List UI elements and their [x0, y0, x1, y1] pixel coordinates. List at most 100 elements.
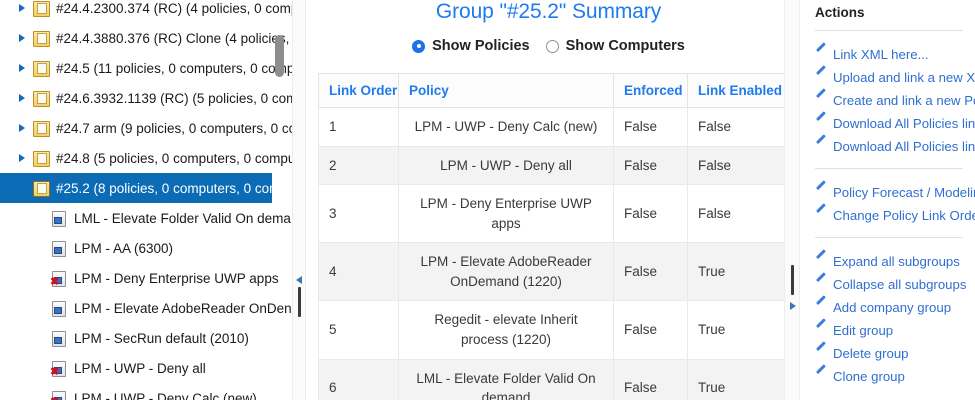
tree-item-label: #24.5 (11 policies, 0 computers, 0 comp — [56, 60, 292, 76]
column-header-link-order[interactable]: Link Order — [318, 73, 399, 108]
chevron-right-icon[interactable] — [14, 150, 30, 166]
actions-divider — [815, 168, 963, 169]
cell-link-order: 5 — [318, 300, 399, 360]
cell-link-order: 3 — [318, 184, 399, 244]
pencil-icon — [815, 302, 826, 313]
table-row[interactable]: 6 LML - Elevate Folder Valid On demand Fal… — [318, 358, 784, 400]
action-link[interactable]: Upload and link a new XML — [815, 66, 975, 89]
tree-group-item[interactable]: #24.4.3880.376 (RC) Clone (4 policies, 0 — [0, 23, 292, 53]
tree-group-item[interactable]: #24.7 arm (9 policies, 0 computers, 0 cc — [0, 113, 292, 143]
radio-show-policies-dot[interactable] — [412, 39, 426, 53]
radio-show-computers-dot[interactable] — [545, 39, 559, 53]
tree-group-item[interactable]: #24.4.2300.374 (RC) (4 policies, 0 comp — [0, 0, 292, 23]
left-splitter-drag-handle[interactable] — [298, 287, 301, 317]
column-header-policy[interactable]: Policy — [398, 73, 614, 108]
tree-policy-item[interactable]: ✖ LPM - UWP - Deny Calc (new) — [0, 383, 292, 400]
cell-policy-name: LPM - UWP - Deny Calc (new) — [398, 107, 614, 147]
action-link-label: Collapse all subgroups — [833, 277, 967, 292]
table-head: Link Order Policy Enforced Link Enabled — [318, 73, 784, 108]
action-link[interactable]: Link XML here... — [815, 43, 975, 66]
group-tree-list: #24.4.2300.374 (RC) (4 policies, 0 comp #… — [0, 0, 292, 400]
chevron-right-icon[interactable] — [14, 90, 30, 106]
pencil-icon — [815, 95, 826, 106]
table-header-row: Link Order Policy Enforced Link Enabled — [318, 73, 784, 108]
chevron-right-icon[interactable] — [14, 120, 30, 136]
action-link[interactable]: Create and link a new Policy — [815, 89, 975, 112]
action-link[interactable]: Clone group — [815, 365, 975, 388]
tree-vertical-scrollbar[interactable] — [275, 0, 284, 400]
radio-show-policies-label: Show Policies — [432, 38, 530, 54]
chevron-right-icon[interactable] — [14, 0, 30, 16]
disabled-x-icon: ✖ — [50, 366, 60, 378]
table-row[interactable]: 2 LPM - UWP - Deny all False False — [318, 145, 784, 186]
policy-document-icon: ✖ — [50, 270, 68, 288]
right-panel-splitter[interactable] — [784, 0, 800, 400]
tree-item-label: #24.4.3880.376 (RC) Clone (4 policies, 0 — [56, 30, 292, 46]
actions-divider — [815, 30, 963, 31]
action-link[interactable]: Edit group — [815, 319, 975, 342]
action-link[interactable]: Collapse all subgroups — [815, 273, 975, 296]
cell-policy-name: LML - Elevate Folder Valid On demand — [398, 358, 614, 400]
action-link[interactable]: Policy Forecast / Modeling — [815, 181, 975, 204]
right-splitter-drag-handle[interactable] — [791, 265, 794, 295]
action-link-label: Upload and link a new XML — [833, 70, 975, 85]
policy-document-icon: ✖ — [50, 390, 68, 400]
tree-item-label: LPM - UWP - Deny all — [74, 360, 206, 376]
action-link[interactable]: Delete group — [815, 342, 975, 365]
cell-link-enabled: False — [687, 145, 784, 186]
cell-link-enabled: False — [687, 184, 784, 244]
column-header-enforced[interactable]: Enforced — [613, 73, 688, 108]
table-row[interactable]: 5 Regedit - elevate Inherit process (1220… — [318, 300, 784, 360]
action-link[interactable]: Expand all subgroups — [815, 250, 975, 273]
radio-show-computers[interactable]: Show Computers — [545, 38, 685, 54]
radio-show-policies[interactable]: Show Policies — [412, 38, 530, 54]
pencil-icon — [815, 49, 826, 60]
tree-policy-item[interactable]: ✖ LPM - UWP - Deny all — [0, 353, 292, 383]
action-link[interactable]: Download All Policies linked — [815, 112, 975, 135]
group-folder-icon — [32, 60, 50, 77]
group-tree-panel: #24.4.2300.374 (RC) (4 policies, 0 comp #… — [0, 0, 292, 400]
chevron-right-icon[interactable] — [14, 30, 30, 46]
group-folder-icon — [32, 180, 50, 197]
actions-group: Expand all subgroups Collapse all subgrou… — [815, 250, 975, 388]
table-row[interactable]: 1 LPM - UWP - Deny Calc (new) False False — [318, 107, 784, 147]
tree-policy-item[interactable]: LML - Elevate Folder Valid On dema — [0, 203, 292, 233]
left-panel-splitter[interactable] — [292, 0, 306, 400]
actions-link-groups: Link XML here... Upload and link a new XM… — [815, 43, 975, 388]
expand-right-panel-arrow-icon[interactable] — [789, 301, 799, 311]
chevron-down-icon[interactable] — [14, 180, 30, 196]
tree-group-item[interactable]: #24.8 (5 policies, 0 computers, 0 compu — [0, 143, 292, 173]
tree-scrollbar-thumb[interactable] — [275, 35, 284, 77]
action-link-label: Download All Policies linked — [833, 139, 975, 154]
action-link-label: Change Policy Link Order — [833, 208, 975, 223]
cell-link-enabled: True — [687, 300, 784, 360]
chevron-right-icon[interactable] — [14, 60, 30, 76]
tree-policy-item[interactable]: LPM - SecRun default (2010) — [0, 323, 292, 353]
cell-enforced: False — [613, 300, 688, 360]
collapse-left-panel-arrow-icon[interactable] — [295, 275, 305, 285]
pencil-icon — [815, 256, 826, 267]
page-title: Group "#25.2" Summary — [435, 0, 662, 23]
tree-policy-item[interactable]: ✖ LPM - Deny Enterprise UWP apps — [0, 263, 292, 293]
action-link[interactable]: Add company group — [815, 296, 975, 319]
action-link[interactable]: Change Policy Link Order — [815, 204, 975, 227]
column-header-link-enabled[interactable]: Link Enabled — [687, 73, 784, 108]
table-row[interactable]: 3 LPM - Deny Enterprise UWP apps False Fals… — [318, 184, 784, 244]
view-mode-radio-group: Show Policies Show Computers — [306, 38, 784, 54]
actions-group: Link XML here... Upload and link a new XM… — [815, 43, 975, 158]
disabled-x-icon: ✖ — [50, 397, 59, 400]
action-link-label: Add company group — [833, 300, 952, 315]
tree-group-item[interactable]: #25.2 (8 policies, 0 computers, 0 compu — [0, 173, 272, 203]
cell-link-order: 1 — [318, 107, 399, 147]
action-link[interactable]: Download All Policies linked — [815, 135, 975, 158]
table-row[interactable]: 4 LPM - Elevate AdobeReader OnDemand (122… — [318, 242, 784, 302]
tree-item-label: LPM - Deny Enterprise UWP apps — [74, 270, 279, 286]
group-folder-icon — [32, 0, 50, 17]
tree-group-item[interactable]: #24.6.3932.1139 (RC) (5 policies, 0 com — [0, 83, 292, 113]
tree-policy-item[interactable]: LPM - AA (6300) — [0, 233, 292, 263]
actions-panel: Actions Link XML here... Upload and link … — [800, 0, 975, 400]
tree-item-label: #24.7 arm (9 policies, 0 computers, 0 cc — [56, 120, 292, 136]
tree-policy-item[interactable]: LPM - Elevate AdobeReader OnDen — [0, 293, 292, 323]
tree-group-item[interactable]: #24.5 (11 policies, 0 computers, 0 comp — [0, 53, 292, 83]
tree-item-label: LPM - AA (6300) — [74, 240, 174, 256]
